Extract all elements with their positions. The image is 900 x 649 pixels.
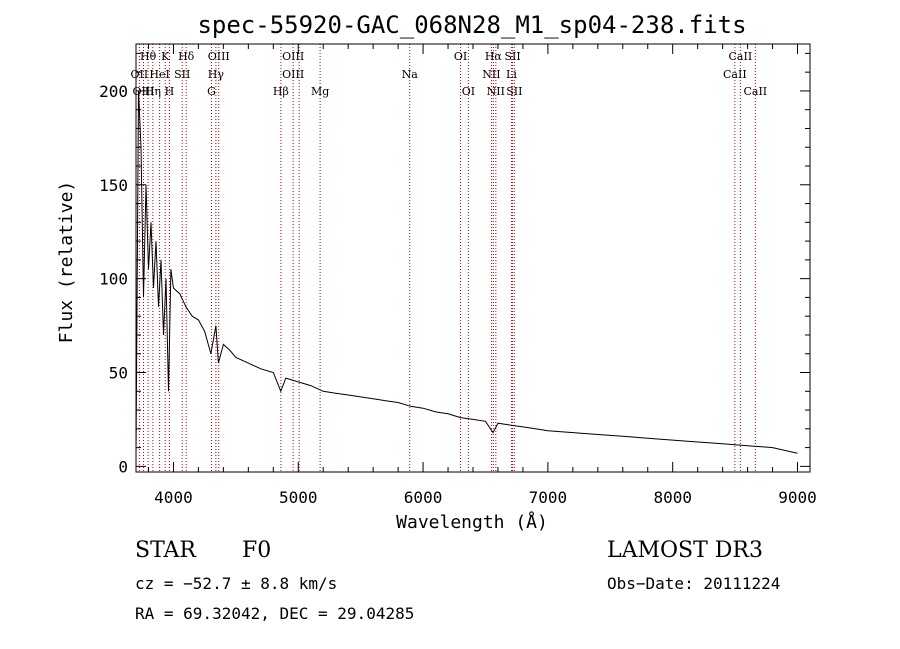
line-label: HeI (149, 68, 169, 81)
line-label: Li (506, 68, 517, 81)
observation-date: Obs−Date: 20111224 (607, 574, 781, 593)
x-axis-label: Wavelength (Å) (396, 511, 548, 533)
line-label: H (165, 85, 175, 98)
line-label: SII (506, 85, 522, 98)
y-tick-label: 50 (109, 364, 128, 383)
line-label: Hβ (273, 85, 289, 98)
x-tick-label: 9000 (778, 488, 817, 507)
line-label: Na (402, 68, 419, 81)
line-label: Hθ (140, 50, 157, 63)
line-label: CaII (743, 85, 767, 98)
line-label: G (207, 85, 216, 98)
line-label: NII (482, 68, 500, 81)
x-tick-label: 5000 (279, 488, 318, 507)
line-label: OIII (282, 50, 304, 63)
line-label: Hη (145, 85, 161, 98)
chart-title: spec-55920-GAC_068N28_M1_sp04-238.fits (197, 11, 746, 39)
x-tick-label: 6000 (404, 488, 443, 507)
x-tick-label: 4000 (154, 488, 193, 507)
plot-frame (135, 43, 811, 473)
line-label: OIII (208, 50, 230, 63)
line-label: OI (454, 50, 467, 63)
line-label: OIII (282, 68, 304, 81)
line-label: Hδ (178, 50, 195, 63)
object-class: STAR (135, 538, 196, 563)
x-axis-ticks: 4000 5000 6000 7000 8000 9000 (147, 44, 817, 507)
line-label: OIII (132, 85, 154, 98)
survey-name: LAMOST DR3 (607, 538, 763, 563)
object-subclass: F0 (242, 538, 272, 563)
x-tick-label: 7000 (529, 488, 568, 507)
line-label: Hγ (208, 68, 225, 81)
y-axis-label: Flux (relative) (56, 181, 77, 344)
redshift-cz: cz = −52.7 ± 8.8 km/s (135, 574, 338, 593)
y-tick-label: 150 (99, 176, 128, 195)
line-label: K (161, 50, 170, 63)
y-tick-label: 200 (99, 82, 128, 101)
y-tick-label: 100 (99, 270, 128, 289)
y-axis-ticks: 0 50 100 150 200 (99, 52, 810, 476)
line-label: Hα (485, 50, 503, 63)
line-label: OII (131, 68, 149, 81)
line-label: SII (504, 50, 520, 63)
line-label: CaII (723, 68, 747, 81)
line-label: SII (174, 68, 190, 81)
emission-line-markers (138, 44, 756, 472)
coordinates: RA = 69.32042, DEC = 29.04285 (135, 604, 415, 623)
x-tick-label: 8000 (653, 488, 692, 507)
spectrum-line (135, 90, 798, 458)
line-label: CaII (729, 50, 753, 63)
line-label: Mg (311, 85, 329, 98)
line-label: OI (462, 85, 475, 98)
line-label: NII (487, 85, 505, 98)
y-tick-label: 0 (118, 457, 128, 476)
